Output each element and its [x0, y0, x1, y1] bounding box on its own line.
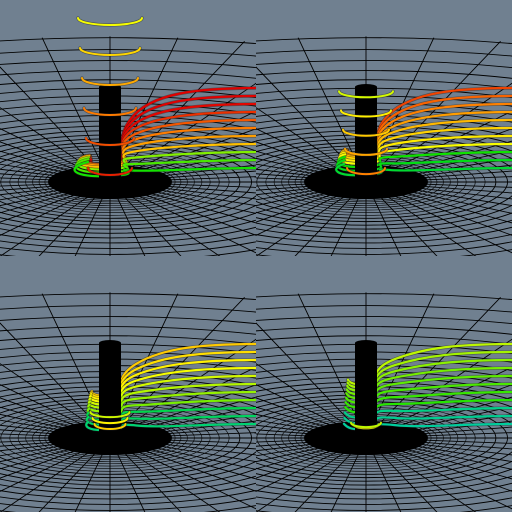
panel-bottom-right — [256, 292, 512, 512]
panel-top-right — [256, 36, 512, 256]
cylinder — [99, 84, 121, 185]
panel-bottom-left — [0, 292, 256, 512]
vortex-loops — [76, 16, 144, 177]
cylinder — [99, 340, 121, 441]
vortex-loops — [349, 421, 383, 430]
streamlines — [73, 86, 256, 178]
vortex-loops — [337, 89, 395, 176]
panel-top-left — [0, 16, 256, 256]
cylinder — [355, 340, 377, 441]
vortex-loops — [88, 410, 132, 431]
